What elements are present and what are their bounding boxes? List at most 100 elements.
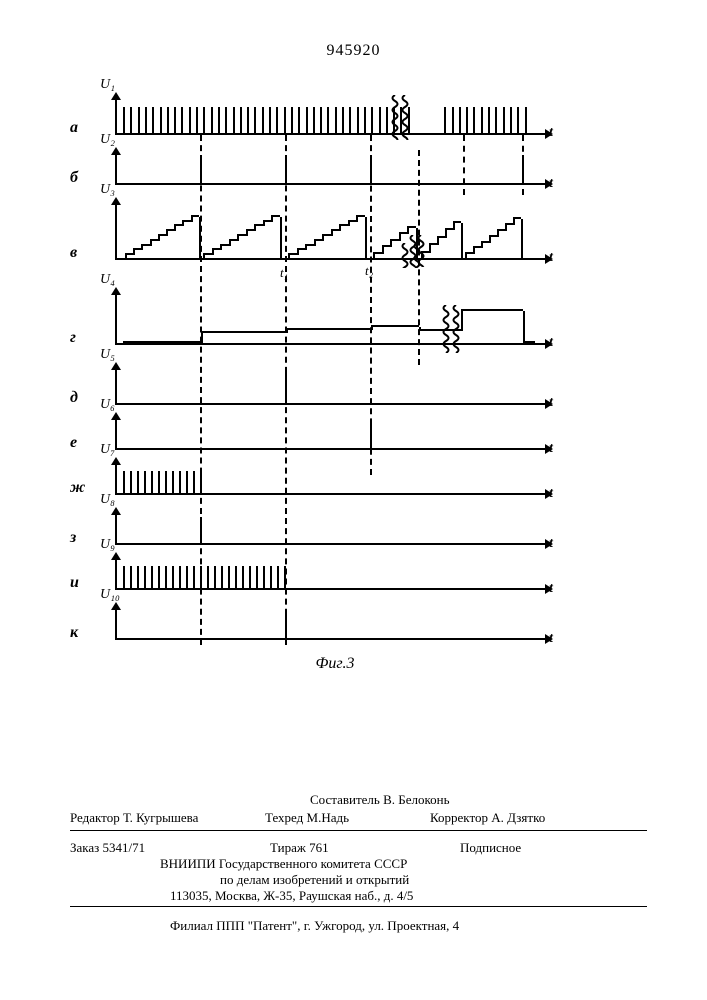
pulse xyxy=(335,107,337,133)
y-axis xyxy=(115,295,117,345)
stair-riser xyxy=(399,234,401,241)
row-label: з xyxy=(70,529,76,547)
pulse xyxy=(270,566,272,588)
pulse xyxy=(158,566,160,588)
pulse xyxy=(186,471,188,493)
stair-drop xyxy=(521,219,523,260)
stair-riser xyxy=(513,219,515,225)
pulse xyxy=(242,566,244,588)
stair-tread xyxy=(390,239,399,241)
stair-tread xyxy=(182,220,190,222)
y-axis-label: U₁ xyxy=(100,77,115,93)
break-wave xyxy=(398,95,412,140)
pulse xyxy=(130,107,132,133)
stair-riser xyxy=(505,225,507,231)
pulse xyxy=(320,107,322,133)
pulse xyxy=(510,107,512,133)
pulse xyxy=(130,566,132,588)
pulse xyxy=(123,107,125,133)
pulse xyxy=(298,107,300,133)
pulse xyxy=(357,107,359,133)
divider xyxy=(70,830,647,831)
stair-riser xyxy=(229,241,231,246)
pulse xyxy=(466,107,468,133)
pulse xyxy=(211,107,213,133)
stair-tread xyxy=(246,229,255,231)
corrector-line: Корректор А. Дзятко xyxy=(430,808,545,828)
pulse xyxy=(130,471,132,493)
t-label: t xyxy=(549,176,553,192)
stair-riser xyxy=(453,223,455,231)
stair-riser xyxy=(182,222,184,227)
y-axis xyxy=(115,610,117,640)
pulse xyxy=(193,471,195,493)
pulse xyxy=(179,471,181,493)
pulse xyxy=(123,471,125,493)
x-axis xyxy=(115,638,545,640)
address1-line: 113035, Москва, Ж-35, Раушская наб., д. … xyxy=(170,886,413,906)
stair-tread xyxy=(133,248,141,250)
row-label: к xyxy=(70,624,78,642)
stair-riser xyxy=(297,250,299,255)
stair-tread xyxy=(220,244,229,246)
stair-riser xyxy=(497,231,499,237)
stair-tread xyxy=(473,246,481,248)
stair-riser xyxy=(489,237,491,243)
stair-riser xyxy=(263,222,265,227)
stair-tread xyxy=(373,252,382,254)
pulse xyxy=(165,566,167,588)
y-axis xyxy=(115,465,117,495)
stair-tread xyxy=(158,234,166,236)
stair-riser xyxy=(271,217,273,222)
row-label: б xyxy=(70,169,78,187)
pulse xyxy=(473,107,475,133)
pulse xyxy=(247,107,249,133)
row-label: в xyxy=(70,244,77,262)
signal-row-a: аU₁t xyxy=(95,95,575,135)
y-axis xyxy=(115,420,117,450)
stair-tread xyxy=(212,248,221,250)
y-axis xyxy=(115,100,117,135)
stair-riser xyxy=(125,255,127,260)
pulse xyxy=(481,107,483,133)
stair-tread xyxy=(382,245,391,247)
pulse xyxy=(186,566,188,588)
stair-drop xyxy=(280,217,282,260)
stair-riser xyxy=(174,226,176,231)
pulse xyxy=(189,107,191,133)
y-axis xyxy=(115,205,117,260)
timing-diagram: аU₁tбU₂tвU₃tгU₄tдU₅tеU₆tжU₇tзU₈tиU₉tкU₁₀… xyxy=(95,95,575,695)
figure-caption: Фиг.3 xyxy=(316,655,355,673)
stair-tread xyxy=(203,253,212,255)
stair-riser xyxy=(356,217,358,222)
pulse xyxy=(214,566,216,588)
step-level xyxy=(461,309,523,311)
x-axis xyxy=(115,183,545,185)
stair-riser xyxy=(203,255,205,260)
stair-riser xyxy=(141,246,143,251)
stair-riser xyxy=(473,248,475,254)
stair-tread xyxy=(166,229,174,231)
divider xyxy=(70,906,647,907)
y-axis-label: U₅ xyxy=(100,347,115,363)
stair-tread xyxy=(314,239,323,241)
x-tick: t₁ xyxy=(280,265,288,281)
pulse xyxy=(172,471,174,493)
stair-tread xyxy=(339,224,348,226)
signal-row-e: еU₆t xyxy=(95,415,575,450)
break-wave xyxy=(449,305,463,353)
page: 945920 аU₁tбU₂tвU₃tгU₄tдU₅tеU₆tжU₇tзU₈tи… xyxy=(0,0,707,1000)
pulse xyxy=(444,107,446,133)
stair-tread xyxy=(297,248,306,250)
stair-tread xyxy=(141,244,149,246)
stair-tread xyxy=(271,215,280,217)
step-level xyxy=(123,341,201,343)
y-axis-label: U₉ xyxy=(100,537,115,553)
pulse xyxy=(276,107,278,133)
pulse xyxy=(277,566,279,588)
x-axis xyxy=(115,403,545,405)
guide-line xyxy=(522,135,524,195)
y-axis xyxy=(115,155,117,185)
stair-tread xyxy=(505,223,513,225)
stair-tread xyxy=(322,234,331,236)
